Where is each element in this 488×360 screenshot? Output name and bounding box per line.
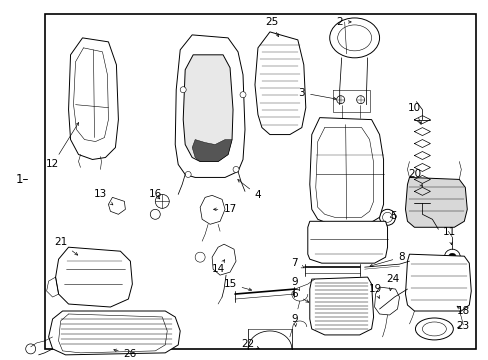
Text: 8: 8 (369, 252, 404, 267)
Text: 18: 18 (456, 306, 469, 316)
Polygon shape (254, 32, 305, 135)
Circle shape (233, 166, 239, 172)
Polygon shape (309, 118, 383, 223)
Circle shape (447, 253, 455, 261)
Bar (44, 14, 475, 349)
Circle shape (185, 171, 191, 177)
Polygon shape (192, 140, 232, 162)
Text: 25: 25 (265, 17, 278, 37)
Polygon shape (175, 35, 244, 177)
Polygon shape (307, 221, 387, 263)
Polygon shape (405, 254, 470, 311)
Circle shape (444, 249, 459, 265)
Polygon shape (405, 177, 467, 227)
Text: 17: 17 (213, 204, 236, 214)
Text: 7: 7 (291, 258, 304, 268)
Circle shape (155, 194, 169, 208)
Ellipse shape (379, 209, 395, 225)
Polygon shape (48, 311, 180, 355)
Text: 13: 13 (94, 189, 113, 205)
Text: 11: 11 (442, 227, 455, 245)
Text: 26: 26 (114, 349, 137, 359)
Text: 9: 9 (291, 314, 298, 327)
Text: 4: 4 (237, 180, 261, 201)
Text: 10: 10 (407, 103, 421, 124)
Text: 9: 9 (291, 277, 299, 291)
Text: 12: 12 (46, 122, 79, 170)
Text: 2: 2 (336, 17, 350, 27)
Circle shape (180, 87, 186, 93)
Circle shape (356, 96, 364, 104)
Text: 5: 5 (389, 211, 396, 221)
Circle shape (336, 96, 344, 104)
Polygon shape (374, 287, 399, 315)
Ellipse shape (422, 322, 446, 336)
Circle shape (26, 344, 36, 354)
Polygon shape (200, 195, 224, 224)
Circle shape (195, 252, 204, 262)
Text: 22: 22 (241, 339, 259, 349)
Ellipse shape (337, 25, 371, 51)
Ellipse shape (382, 212, 392, 222)
Text: 16: 16 (148, 189, 162, 199)
Text: 15: 15 (223, 279, 251, 291)
Ellipse shape (415, 318, 452, 340)
Polygon shape (68, 38, 118, 159)
Polygon shape (56, 247, 132, 307)
Circle shape (150, 209, 160, 219)
Text: 20: 20 (407, 170, 422, 186)
Text: 23: 23 (456, 321, 469, 331)
Text: 1–: 1– (16, 173, 29, 186)
Circle shape (240, 92, 245, 98)
Text: 6: 6 (291, 289, 308, 302)
Ellipse shape (329, 18, 379, 58)
Polygon shape (108, 197, 125, 214)
Text: 21: 21 (54, 237, 78, 255)
Polygon shape (183, 55, 233, 162)
Text: 19: 19 (368, 284, 382, 298)
Text: 14: 14 (211, 260, 224, 274)
Text: 3: 3 (298, 88, 336, 100)
Text: 24: 24 (385, 274, 398, 291)
Polygon shape (309, 277, 373, 335)
Polygon shape (212, 244, 236, 275)
